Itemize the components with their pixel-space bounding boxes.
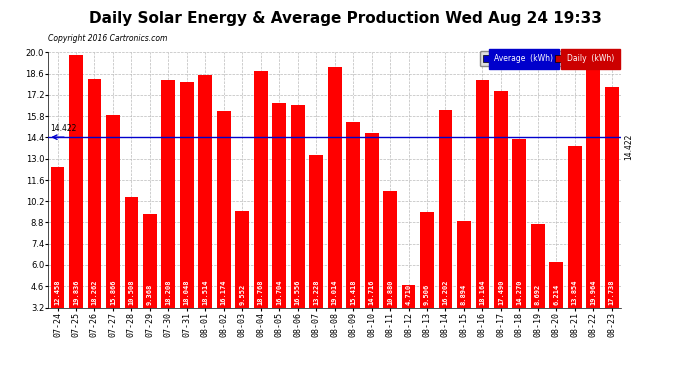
Text: 16.556: 16.556: [295, 280, 301, 305]
Legend: Average  (kWh), Daily  (kWh): Average (kWh), Daily (kWh): [480, 51, 617, 66]
Bar: [475, 80, 489, 308]
Text: 18.208: 18.208: [166, 280, 171, 305]
Text: 14.270: 14.270: [516, 280, 522, 305]
Bar: [143, 214, 157, 308]
Bar: [161, 80, 175, 308]
Text: 18.768: 18.768: [258, 280, 264, 305]
Bar: [439, 110, 453, 308]
Bar: [124, 196, 139, 308]
Bar: [549, 262, 563, 308]
Text: 9.368: 9.368: [147, 284, 153, 305]
Bar: [494, 91, 508, 308]
Text: Daily Solar Energy & Average Production Wed Aug 24 19:33: Daily Solar Energy & Average Production …: [88, 11, 602, 26]
Bar: [254, 71, 268, 308]
Text: 18.164: 18.164: [480, 280, 486, 305]
Bar: [383, 191, 397, 308]
Text: 14.716: 14.716: [368, 280, 375, 305]
Text: 16.704: 16.704: [276, 280, 282, 305]
Text: 6.214: 6.214: [553, 284, 560, 305]
Bar: [180, 82, 194, 308]
Bar: [568, 146, 582, 308]
Text: 15.866: 15.866: [110, 280, 116, 305]
Bar: [290, 105, 304, 308]
Text: 10.508: 10.508: [128, 280, 135, 305]
Bar: [457, 221, 471, 308]
Bar: [309, 155, 323, 308]
Bar: [365, 133, 379, 308]
Bar: [586, 53, 600, 307]
Text: 9.552: 9.552: [239, 284, 245, 305]
Bar: [328, 68, 342, 308]
Text: 13.228: 13.228: [313, 280, 319, 305]
Bar: [605, 87, 619, 308]
Bar: [235, 211, 249, 308]
Bar: [106, 115, 120, 308]
Text: 10.880: 10.880: [387, 280, 393, 305]
Bar: [69, 55, 83, 308]
Bar: [50, 167, 64, 308]
Text: 13.854: 13.854: [572, 280, 578, 305]
Text: 15.418: 15.418: [350, 280, 356, 305]
Bar: [217, 111, 230, 308]
Bar: [531, 224, 545, 308]
Text: 19.964: 19.964: [590, 280, 596, 305]
Text: 17.490: 17.490: [498, 280, 504, 305]
Bar: [346, 122, 360, 308]
Text: 19.014: 19.014: [332, 280, 337, 305]
Text: 14.422: 14.422: [50, 124, 77, 134]
Bar: [199, 75, 213, 307]
Text: 19.836: 19.836: [73, 280, 79, 305]
Bar: [420, 212, 434, 308]
Bar: [273, 102, 286, 308]
Bar: [402, 285, 415, 308]
Text: 4.710: 4.710: [406, 284, 411, 305]
Text: 18.514: 18.514: [202, 280, 208, 305]
Text: 8.692: 8.692: [535, 284, 541, 305]
Text: 16.174: 16.174: [221, 280, 227, 305]
Text: 9.506: 9.506: [424, 284, 430, 305]
Text: Copyright 2016 Cartronics.com: Copyright 2016 Cartronics.com: [48, 34, 168, 43]
Text: 12.458: 12.458: [55, 280, 61, 305]
Text: 18.048: 18.048: [184, 280, 190, 305]
Text: 16.202: 16.202: [442, 280, 448, 305]
Text: 17.738: 17.738: [609, 280, 615, 305]
Bar: [88, 79, 101, 308]
Text: 18.262: 18.262: [92, 280, 97, 305]
Text: 8.894: 8.894: [461, 284, 467, 305]
Bar: [513, 140, 526, 308]
